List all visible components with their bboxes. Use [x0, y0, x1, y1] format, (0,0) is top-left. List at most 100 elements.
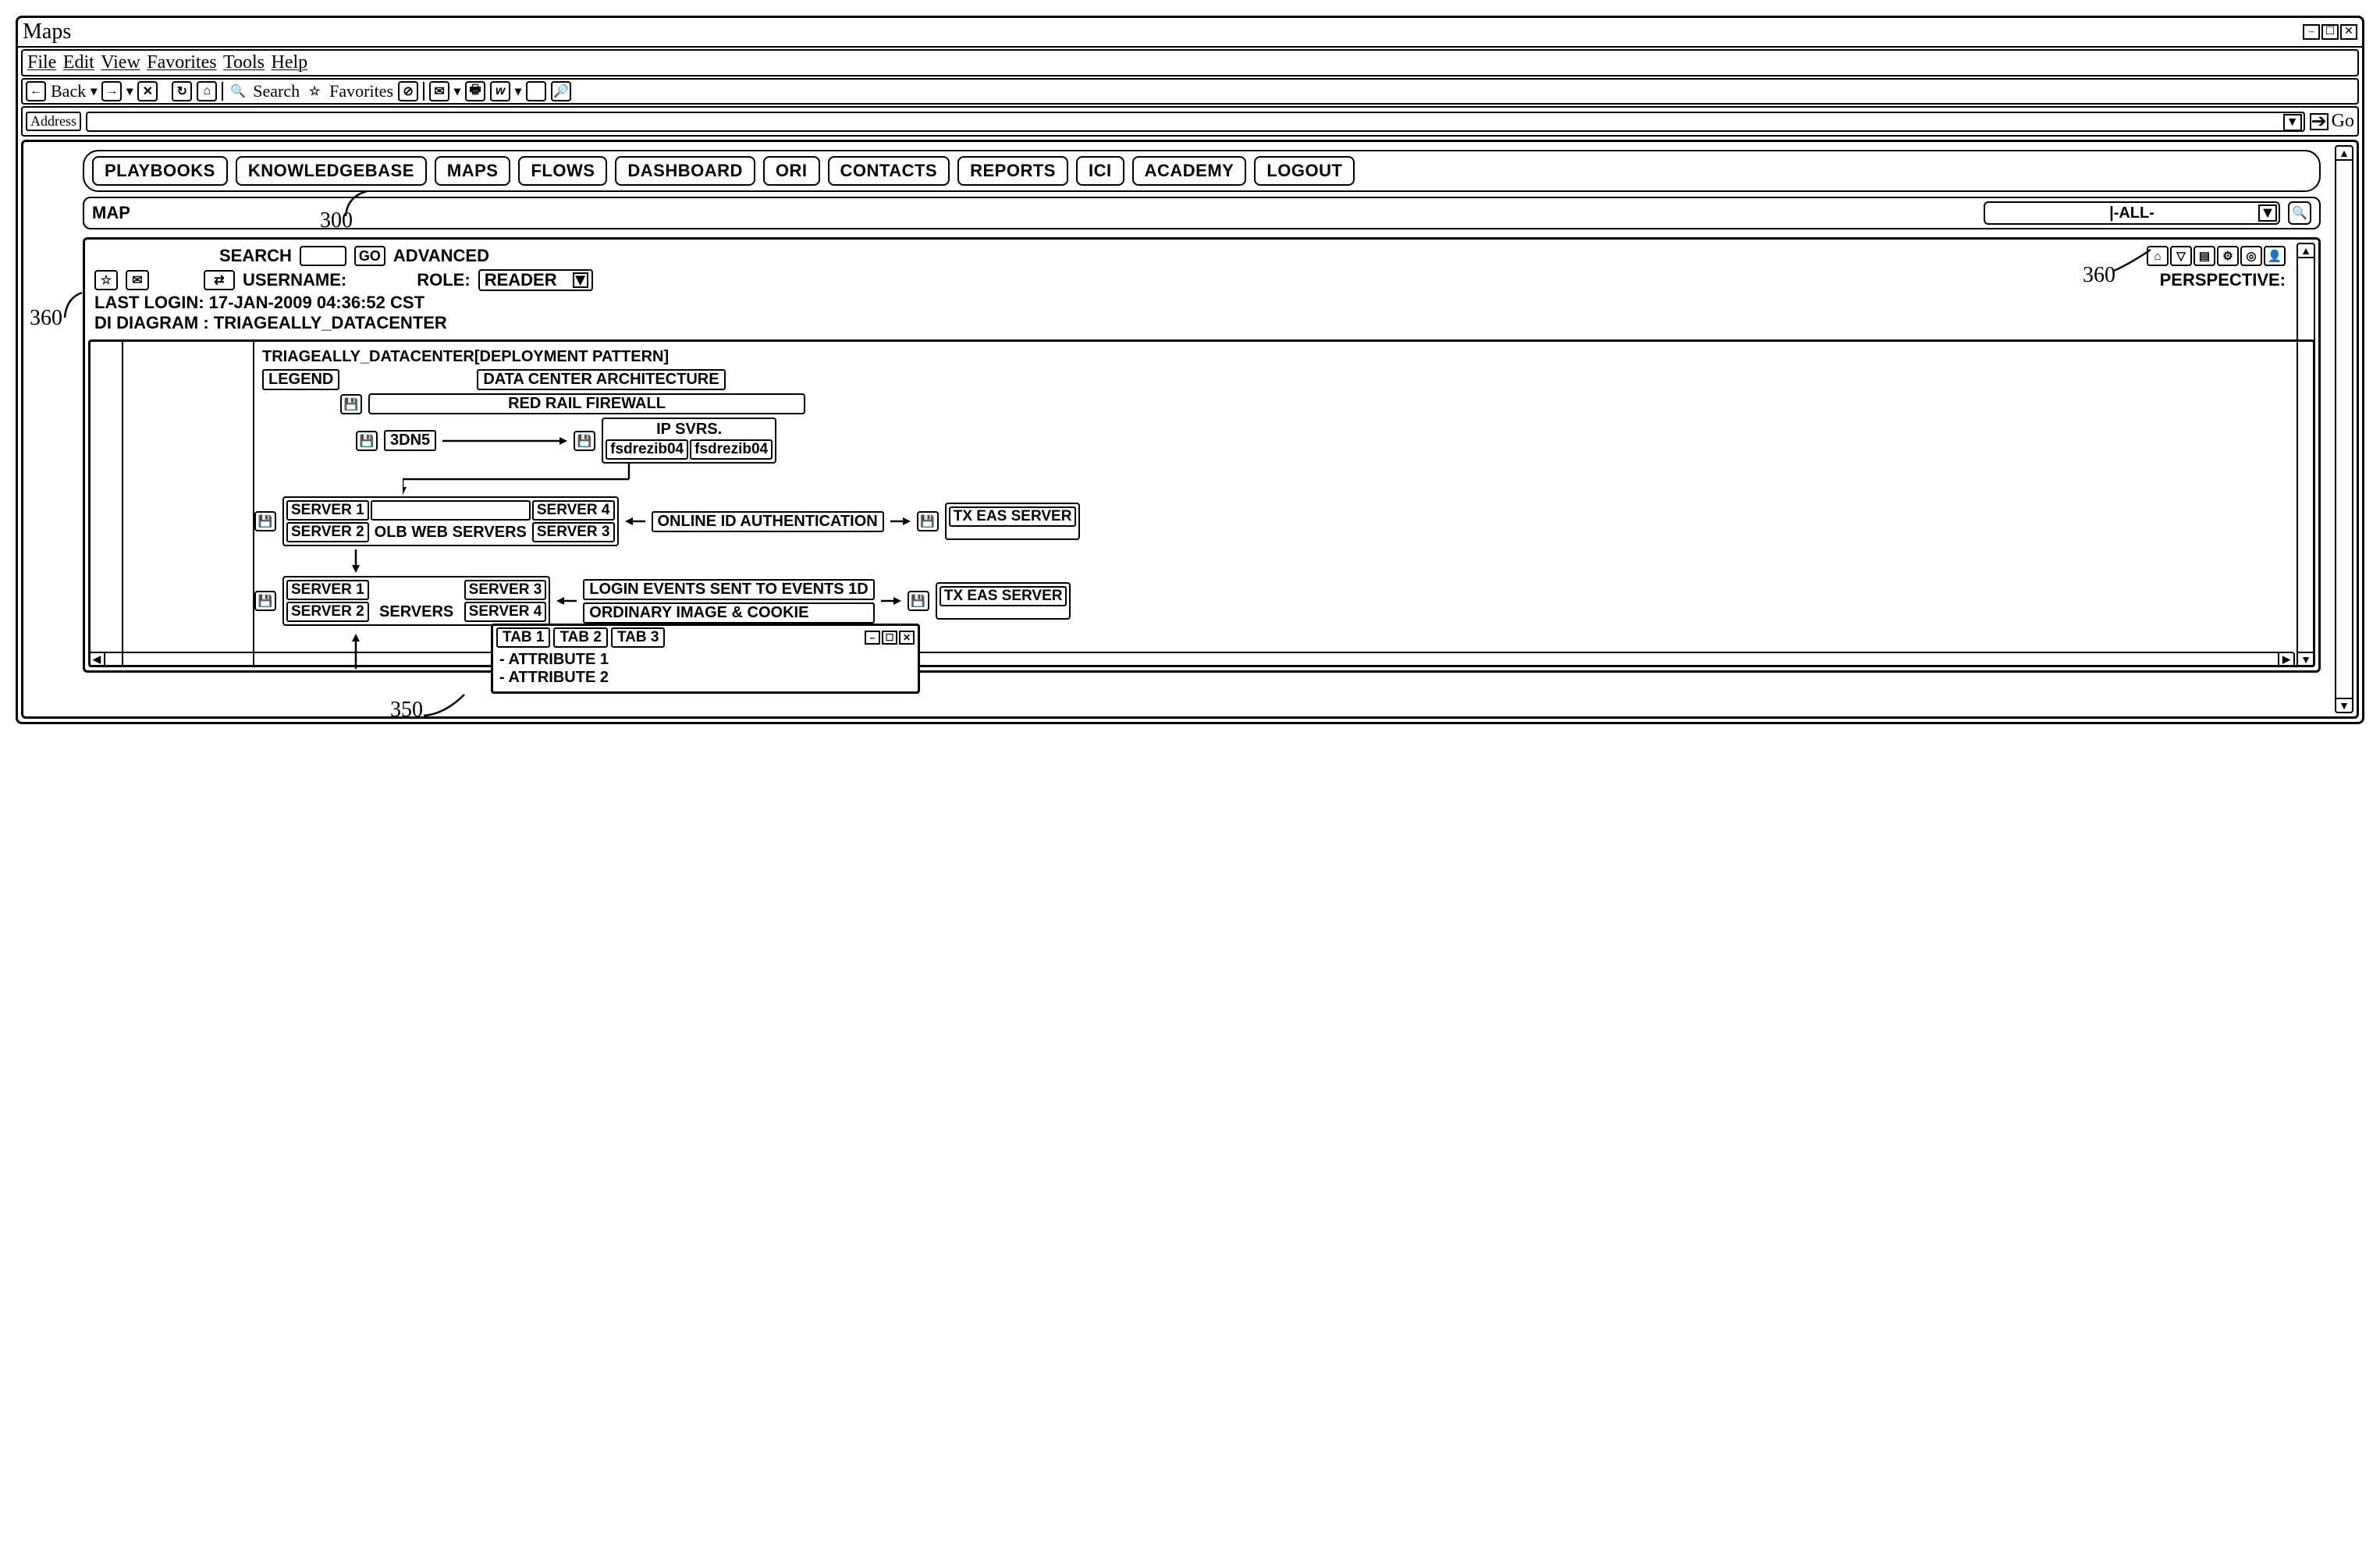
scroll-left-icon[interactable]: ◀	[90, 653, 105, 666]
minimize-button[interactable]: –	[2303, 24, 2320, 40]
srv-s4[interactable]: SERVER 4	[464, 602, 547, 622]
srv-s3[interactable]: SERVER 3	[464, 580, 547, 600]
disk-icon[interactable]: 💾	[356, 431, 378, 451]
menu-tools[interactable]: Tools	[223, 52, 265, 73]
back-button[interactable]: ←	[26, 81, 46, 101]
mail-icon[interactable]: ✉	[126, 270, 149, 290]
disk-icon[interactable]: 💾	[574, 431, 595, 451]
tab-academy[interactable]: ACADEMY	[1132, 156, 1247, 186]
print-button[interactable]: 🖶	[465, 81, 485, 101]
ip-svr-a[interactable]: fsdrezib04	[606, 439, 688, 460]
tab-logout[interactable]: LOGOUT	[1254, 156, 1355, 186]
tab-reports[interactable]: REPORTS	[957, 156, 1068, 186]
tab-ori[interactable]: ORI	[763, 156, 820, 186]
go-button[interactable]: ➔ Go	[2310, 111, 2354, 132]
search-icon[interactable]: 🔍	[228, 81, 248, 101]
menu-favorites[interactable]: Favorites	[147, 52, 216, 73]
search-label[interactable]: Search	[253, 81, 300, 101]
word-dropdown-icon[interactable]: ▾	[515, 84, 521, 99]
disk-icon[interactable]: 💾	[908, 591, 929, 611]
olb-s2[interactable]: SERVER 2	[286, 522, 369, 542]
research-button[interactable]: 🔎	[551, 81, 571, 101]
mail-dropdown-icon[interactable]: ▾	[454, 84, 460, 99]
disk-icon[interactable]: 💾	[917, 511, 939, 531]
map-filter-select[interactable]: |-ALL- ▼	[1984, 201, 2280, 225]
servers-group[interactable]: SERVER 1 SERVER 3 SERVER 2 SERVERS SERVE…	[282, 576, 550, 626]
main-scrollbar[interactable]: ▲ ▼	[2335, 145, 2353, 713]
address-input[interactable]: ▼	[86, 112, 2305, 132]
tab-ici[interactable]: ICI	[1076, 156, 1124, 186]
datacenter-arch-box[interactable]: DATA CENTER ARCHITECTURE	[477, 369, 725, 390]
circle-icon[interactable]: ◎	[2240, 246, 2262, 266]
scroll-up-icon[interactable]: ▲	[2298, 244, 2314, 258]
popup-close-button[interactable]: ✕	[899, 631, 915, 645]
legend-box[interactable]: LEGEND	[262, 369, 339, 390]
tab-flows[interactable]: FLOWS	[518, 156, 607, 186]
scroll-right-icon[interactable]: ▶	[2278, 653, 2293, 666]
disk-icon[interactable]: 💾	[254, 511, 276, 531]
close-button[interactable]: ✕	[2340, 24, 2357, 40]
list-icon[interactable]: ▤	[2194, 246, 2215, 266]
maximize-button[interactable]: ☐	[2321, 24, 2339, 40]
login-events-box[interactable]: LOGIN EVENTS SENT TO EVENTS 1D	[583, 579, 874, 600]
advanced-link[interactable]: ADVANCED	[393, 246, 489, 266]
search-map-button[interactable]: 🔍	[2288, 201, 2311, 225]
history-button[interactable]: ⊘	[398, 81, 418, 101]
menu-edit[interactable]: Edit	[63, 52, 94, 73]
txeas2-box[interactable]: TX EAS SERVER	[940, 586, 1067, 606]
favorites-label[interactable]: Favorites	[329, 81, 393, 101]
disk-icon[interactable]: 💾	[340, 394, 362, 414]
menu-file[interactable]: File	[27, 52, 56, 73]
menu-view[interactable]: View	[101, 52, 140, 73]
olb-s4[interactable]: SERVER 4	[532, 500, 615, 521]
word-button[interactable]: w	[490, 81, 510, 101]
popup-minimize-button[interactable]: –	[865, 631, 880, 645]
filter-icon[interactable]: ▽	[2170, 246, 2192, 266]
3dn5-box[interactable]: 3DN5	[384, 430, 436, 451]
txeas2-group[interactable]: TX EAS SERVER	[936, 582, 1071, 620]
menu-help[interactable]: Help	[271, 52, 307, 73]
mail-button[interactable]: ✉	[429, 81, 449, 101]
link-icon[interactable]: ⇄	[204, 270, 235, 290]
chevron-down-icon[interactable]: ▼	[573, 272, 588, 288]
olb-s3[interactable]: SERVER 3	[532, 522, 615, 542]
tab-playbooks[interactable]: PLAYBOOKS	[92, 156, 228, 186]
popup-maximize-button[interactable]: ☐	[882, 631, 897, 645]
tab-knowledgebase[interactable]: KNOWLEDGEBASE	[236, 156, 427, 186]
txeas-box[interactable]: TX EAS SERVER	[949, 506, 1077, 527]
txeas-group[interactable]: TX EAS SERVER	[945, 503, 1081, 540]
firewall-box[interactable]: RED RAIL FIREWALL	[368, 393, 805, 414]
gear-icon[interactable]: ⚙	[2217, 246, 2239, 266]
favorites-icon[interactable]: ☆	[304, 81, 325, 101]
srv-s1[interactable]: SERVER 1	[286, 580, 369, 600]
address-dropdown-icon[interactable]: ▼	[2283, 114, 2302, 131]
stop-button[interactable]: ✕	[137, 81, 158, 101]
chevron-down-icon[interactable]: ▼	[2258, 204, 2277, 222]
tab-maps[interactable]: MAPS	[435, 156, 511, 186]
refresh-button[interactable]: ↻	[172, 81, 192, 101]
content-hscrollbar[interactable]: ◀ ▶	[88, 652, 2295, 667]
forward-dropdown-icon[interactable]: ▾	[126, 84, 133, 99]
olb-s1[interactable]: SERVER 1	[286, 500, 369, 521]
role-select[interactable]: READER ▼	[478, 269, 593, 291]
disk-icon[interactable]: 💾	[254, 591, 276, 611]
ordinary-image-box[interactable]: ORDINARY IMAGE & COOKIE	[583, 602, 874, 624]
search-input[interactable]	[300, 246, 346, 266]
ip-svrs-group[interactable]: IP SVRS. fsdrezib04fsdrezib04	[602, 418, 776, 464]
online-auth-box[interactable]: ONLINE ID AUTHENTICATION	[652, 511, 884, 532]
scroll-down-icon[interactable]: ▼	[2336, 698, 2352, 712]
srv-s2[interactable]: SERVER 2	[286, 602, 369, 622]
blank-button[interactable]	[526, 81, 546, 101]
star-icon[interactable]: ☆	[94, 270, 118, 290]
scroll-up-icon[interactable]: ▲	[2336, 147, 2352, 161]
search-go-button[interactable]: GO	[354, 246, 385, 266]
home-icon[interactable]: ⌂	[2147, 246, 2169, 266]
user-icon[interactable]: 👤	[2264, 246, 2286, 266]
popup-tab-1[interactable]: TAB 1	[496, 627, 550, 648]
popup-tab-3[interactable]: TAB 3	[611, 627, 665, 648]
popup-tab-2[interactable]: TAB 2	[553, 627, 607, 648]
tab-contacts[interactable]: CONTACTS	[828, 156, 950, 186]
forward-button[interactable]: →	[101, 81, 122, 101]
tab-dashboard[interactable]: DASHBOARD	[615, 156, 755, 186]
home-button[interactable]: ⌂	[197, 81, 217, 101]
